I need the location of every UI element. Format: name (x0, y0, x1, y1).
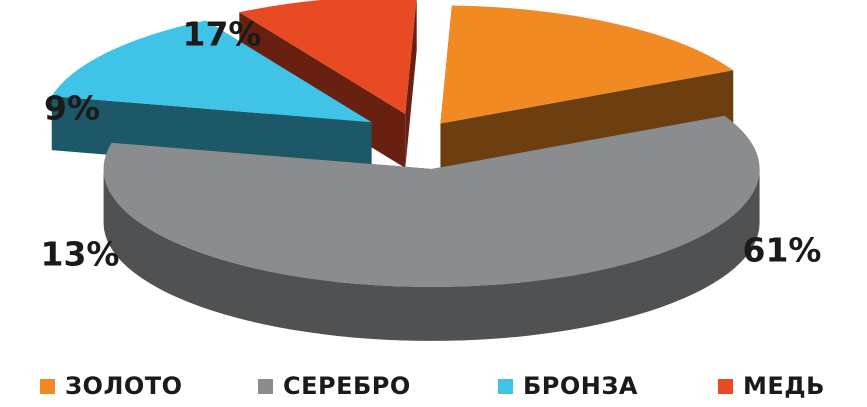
legend-item-copper: МЕДЬ (718, 368, 825, 404)
legend-item-silver: СЕРЕБРО (258, 368, 411, 404)
pie-slices (51, 0, 760, 341)
legend-swatch-copper (718, 378, 733, 394)
legend-label-bronze: БРОНЗА (523, 372, 638, 400)
value-label-gold: 17% (183, 15, 262, 54)
legend-label-copper: МЕДЬ (743, 372, 825, 400)
chart-legend: ЗОЛОТО СЕРЕБРО БРОНЗА МЕДЬ (0, 368, 867, 404)
legend-label-gold: ЗОЛОТО (65, 372, 183, 400)
pie-slice-silver-top (103, 115, 760, 287)
pie-slice-copper-top (239, 0, 417, 115)
legend-label-silver: СЕРЕБРО (283, 372, 411, 400)
pie-slice-gold (440, 5, 734, 178)
pie-slice-gold-wall-1 (440, 70, 734, 178)
value-label-bronze: 13% (41, 235, 120, 274)
value-label-copper: 9% (44, 89, 100, 128)
legend-swatch-gold (40, 378, 55, 394)
pie-slice-bronze (51, 20, 372, 177)
pie-value-labels: 17% 61% 13% 9% (41, 15, 822, 274)
pie-slice-silver-side-0 (103, 168, 760, 341)
legend-item-gold: ЗОЛОТО (40, 368, 183, 404)
pie-slice-gold-top (440, 5, 734, 124)
pie-slice-bronze-top (51, 20, 372, 123)
pie-slice-copper-wall-1 (405, 0, 417, 169)
legend-swatch-silver (258, 378, 273, 394)
legend-swatch-bronze (498, 378, 513, 394)
legend-item-bronze: БРОНЗА (498, 368, 638, 404)
pie-slice-silver (103, 115, 760, 341)
value-label-silver: 61% (743, 231, 822, 270)
